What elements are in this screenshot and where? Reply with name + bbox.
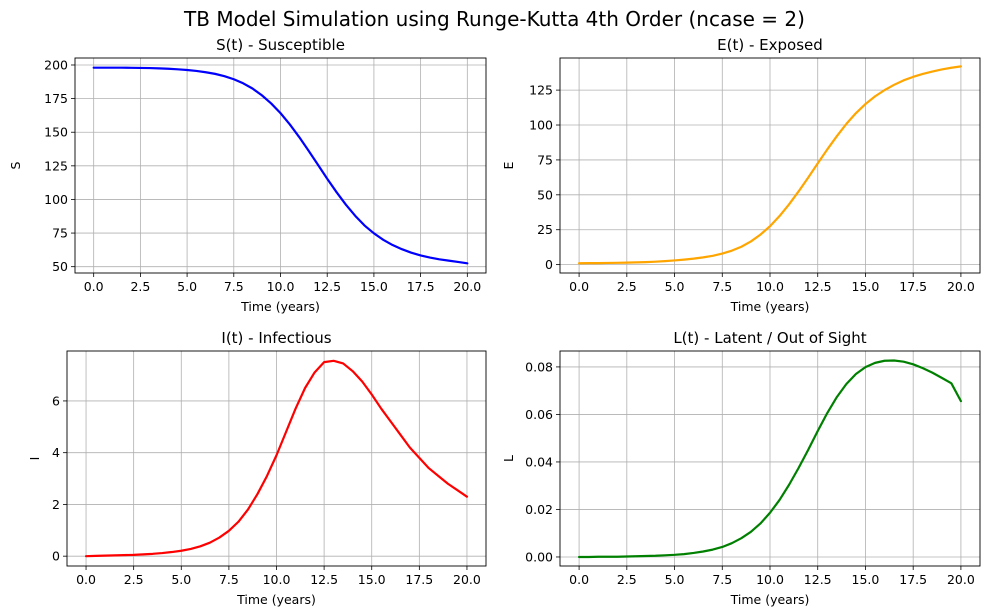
y-tick-label: 50 <box>537 187 553 202</box>
x-tick-label: 12.5 <box>804 572 832 587</box>
y-tick-label: 0.04 <box>525 454 553 469</box>
y-tick-label: 75 <box>537 152 553 167</box>
x-tick-label: 7.5 <box>219 572 239 587</box>
subplot-title-e: E(t) - Exposed <box>717 36 823 54</box>
y-tick-label: 0.00 <box>525 549 553 564</box>
subplot-l: 0.0 2.5 5.0 7.5 10.0 12.5 15.0 17.5 20.0 0.00 0.02… <box>501 329 981 607</box>
x-tick-label: 15.0 <box>852 572 880 587</box>
x-axis-label-i: Time (years) <box>236 592 316 607</box>
y-tick-label: 0 <box>545 257 553 272</box>
subplot-title-l: L(t) - Latent / Out of Sight <box>673 329 866 347</box>
x-tick-label: 20.0 <box>453 572 481 587</box>
x-tick-label: 5.0 <box>665 279 685 294</box>
x-tick-label: 7.5 <box>224 279 244 294</box>
x-tick-label: 20.0 <box>453 279 481 294</box>
y-tick-label: 50 <box>52 259 68 274</box>
y-tick-label: 200 <box>44 57 68 72</box>
x-tick-label: 2.5 <box>124 572 144 587</box>
x-tick-label: 7.5 <box>712 572 732 587</box>
x-tick-label: 15.0 <box>852 279 880 294</box>
x-tick-label: 10.0 <box>263 572 291 587</box>
x-tick-label: 17.5 <box>407 279 435 294</box>
x-tick-label: 12.5 <box>313 279 341 294</box>
x-tick-label: 0.0 <box>84 279 104 294</box>
subplots-grid: 0.0 2.5 5.0 7.5 10.0 12.5 15.0 17.5 20.050751001… <box>8 36 981 607</box>
subplot-title-s: S(t) - Susceptible <box>216 36 345 54</box>
x-tick-label: 2.5 <box>617 572 637 587</box>
y-tick-label: 100 <box>44 192 68 207</box>
series-line-i <box>84 359 469 558</box>
series-line-s <box>92 66 469 265</box>
x-tick-label: 0.0 <box>569 572 589 587</box>
y-tick-label: 125 <box>44 158 68 173</box>
x-tick-label: 5.0 <box>177 279 197 294</box>
x-tick-label: 5.0 <box>665 572 685 587</box>
x-axis-label-l: Time (years) <box>730 592 810 607</box>
x-tick-label: 7.5 <box>712 279 732 294</box>
x-tick-label: 15.0 <box>358 572 386 587</box>
y-tick-label: 0.02 <box>525 502 553 517</box>
x-tick-label: 17.5 <box>899 279 927 294</box>
y-axis-label-i: I <box>27 457 42 461</box>
y-tick-label: 0.06 <box>525 407 553 422</box>
y-tick-label: 2 <box>52 497 60 512</box>
y-axis-label-s: S <box>8 161 23 169</box>
x-tick-label: 20.0 <box>947 279 975 294</box>
x-tick-label: 12.5 <box>804 279 832 294</box>
y-tick-label: 0 <box>52 549 60 564</box>
x-tick-label: 12.5 <box>310 572 338 587</box>
x-axis-label-e: Time (years) <box>730 299 810 314</box>
x-tick-label: 2.5 <box>130 279 150 294</box>
x-tick-label: 0.0 <box>569 279 589 294</box>
subplot-s: 0.0 2.5 5.0 7.5 10.0 12.5 15.0 17.5 20.0 50 75 100 1… <box>8 36 487 314</box>
y-axis-label-l: L <box>501 455 516 462</box>
x-tick-label: 0.0 <box>76 572 96 587</box>
x-tick-label: 10.0 <box>756 572 784 587</box>
subplot-i: 0.0 2.5 5.0 7.5 10.0 12.5 15.0 17.5 20.0 0 2 4 6 I(t)… <box>27 329 487 607</box>
x-tick-label: 2.5 <box>617 279 637 294</box>
x-tick-label: 5.0 <box>171 572 191 587</box>
x-tick-label: 10.0 <box>756 279 784 294</box>
figure-suptitle: TB Model Simulation using Runge-Kutta 4t… <box>183 7 805 31</box>
y-tick-label: 125 <box>529 83 553 98</box>
subplot-e: 0.0 2.5 5.0 7.5 10.0 12.5 15.0 17.5 20.0 0 25 50 75 1… <box>501 36 981 314</box>
y-tick-label: 150 <box>44 125 68 140</box>
series-line-e <box>577 65 963 265</box>
x-tick-label: 17.5 <box>405 572 433 587</box>
y-tick-label: 25 <box>537 222 553 237</box>
y-tick-label: 75 <box>52 226 68 241</box>
y-tick-label: 0.08 <box>525 359 553 374</box>
x-tick-label: 15.0 <box>360 279 388 294</box>
x-tick-label: 17.5 <box>899 572 927 587</box>
series-line-l <box>577 359 963 559</box>
subplot-title-i: I(t) - Infectious <box>221 329 331 347</box>
y-tick-label: 6 <box>52 393 60 408</box>
x-axis-label-s: Time (years) <box>240 299 320 314</box>
y-tick-label: 100 <box>529 118 553 133</box>
x-tick-label: 10.0 <box>267 279 295 294</box>
y-tick-label: 175 <box>44 91 68 106</box>
y-tick-label: 4 <box>52 445 60 460</box>
y-axis-label-e: E <box>501 161 516 169</box>
x-tick-label: 20.0 <box>947 572 975 587</box>
